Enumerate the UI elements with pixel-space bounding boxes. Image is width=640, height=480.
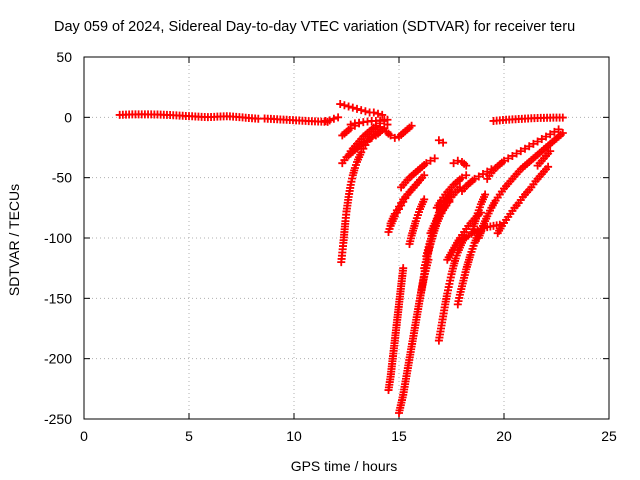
data-point xyxy=(462,161,471,170)
data-point xyxy=(458,173,466,182)
data-point xyxy=(483,167,492,176)
data-point xyxy=(474,172,483,181)
x-tick-label: 25 xyxy=(601,428,617,444)
data-point xyxy=(325,116,334,125)
data-point xyxy=(336,100,345,109)
data-point xyxy=(420,171,429,180)
y-tick-label: -200 xyxy=(44,351,72,367)
data-point xyxy=(546,130,555,139)
y-tick-label: -150 xyxy=(44,290,72,306)
data-point xyxy=(369,108,378,117)
y-tick-label: 0 xyxy=(64,109,72,125)
data-point xyxy=(525,142,534,151)
data-point xyxy=(374,109,382,118)
data-points xyxy=(115,100,567,417)
data-point xyxy=(430,154,439,163)
data-point xyxy=(350,121,359,130)
data-point xyxy=(439,138,448,147)
data-point xyxy=(340,101,349,110)
data-point xyxy=(426,156,435,165)
y-axis-label: SDTVAR / TECUs xyxy=(6,183,22,297)
data-point xyxy=(334,113,343,122)
data-point xyxy=(542,132,550,141)
data-point xyxy=(353,104,361,113)
data-point xyxy=(386,131,395,140)
data-point xyxy=(367,133,376,142)
data-point xyxy=(558,129,567,138)
chart-title: Day 059 of 2024, Sidereal Day-to-day VTE… xyxy=(54,19,576,35)
data-point xyxy=(504,154,513,163)
data-point xyxy=(558,113,567,122)
x-tick-label: 15 xyxy=(391,428,407,444)
data-point xyxy=(378,110,387,119)
data-point xyxy=(363,136,372,145)
data-point xyxy=(420,195,429,204)
x-tick-label: 20 xyxy=(496,428,512,444)
data-point xyxy=(479,170,487,179)
data-point xyxy=(550,127,559,136)
x-tick-label: 0 xyxy=(80,428,88,444)
y-tick-label: -250 xyxy=(44,411,72,427)
data-point xyxy=(329,114,338,123)
data-point xyxy=(357,106,366,115)
data-point xyxy=(453,156,462,165)
data-point xyxy=(355,119,364,128)
data-point xyxy=(407,121,416,130)
data-point xyxy=(449,159,458,168)
data-point xyxy=(544,162,553,171)
data-point xyxy=(399,264,408,273)
data-point xyxy=(434,136,443,145)
data-point xyxy=(481,190,490,199)
y-tick-label: 50 xyxy=(56,49,72,65)
data-point xyxy=(422,159,431,168)
data-point xyxy=(537,135,546,144)
x-axis-label: GPS time / hours xyxy=(290,458,398,474)
x-tick-label: 5 xyxy=(185,428,193,444)
data-point xyxy=(521,144,529,153)
data-point xyxy=(361,107,370,116)
data-point xyxy=(529,139,538,148)
data-point xyxy=(344,102,353,111)
data-point xyxy=(508,151,517,160)
data-point xyxy=(390,133,399,142)
data-point xyxy=(462,171,471,180)
data-point xyxy=(533,137,542,146)
data-point xyxy=(512,149,521,158)
data-point xyxy=(346,124,355,133)
data-point xyxy=(500,156,508,165)
axis-ticks: 0 5 10 15 20 25 -250 -200 -150 -100 -50 0 50 xyxy=(44,49,617,444)
y-tick-label: -100 xyxy=(44,230,72,246)
y-tick-label: -50 xyxy=(52,170,72,186)
x-tick-label: 10 xyxy=(286,428,302,444)
data-point xyxy=(554,125,563,134)
data-point xyxy=(516,147,525,156)
data-point xyxy=(470,174,479,183)
data-point xyxy=(380,115,389,124)
data-point xyxy=(416,176,424,185)
data-point xyxy=(348,103,357,112)
data-point xyxy=(546,147,555,156)
